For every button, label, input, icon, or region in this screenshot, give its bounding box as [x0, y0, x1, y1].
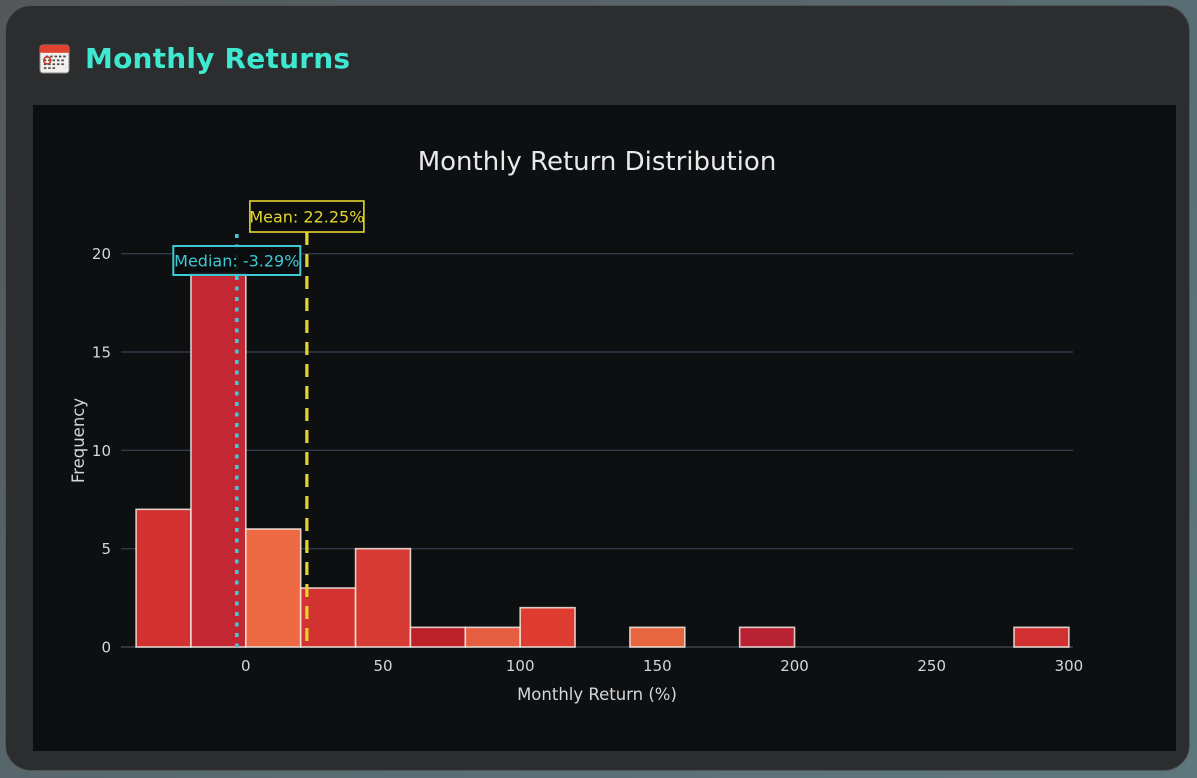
histogram-bar-0-to-20	[245, 528, 302, 648]
y-axis-label: Frequency	[69, 398, 88, 483]
x-tick-label-50: 50	[373, 657, 392, 675]
mean-annotation-label: Mean: 22.25%	[249, 208, 364, 227]
monthly-returns-card: Monthly Returns Monthly Return Distribut…	[5, 5, 1190, 771]
mean-annotation-box	[249, 200, 365, 233]
y-tick-label-5: 5	[101, 540, 111, 558]
histogram-bar-60-to-80	[409, 626, 467, 648]
chart-title: Monthly Return Distribution	[418, 147, 777, 177]
histogram-bar-180-to-200	[738, 626, 796, 648]
histogram-bar-80-to-100	[464, 626, 521, 648]
chart-panel: Monthly Return Distribution 0 5 10 15 20 0 50 10…	[33, 105, 1176, 751]
x-tick-label-250: 250	[917, 657, 946, 675]
y-tick-label-10: 10	[92, 442, 111, 460]
histogram-bar-20-to-40	[299, 587, 357, 648]
y-tick-label-20: 20	[92, 245, 111, 263]
histogram-bar-280-to-300	[1013, 626, 1070, 648]
median-annotation-box	[172, 245, 302, 276]
histogram-bar--40-to--20	[135, 508, 192, 648]
histogram-bar-140-to-160	[629, 626, 686, 648]
y-tick-label-0: 0	[101, 639, 111, 657]
calendar-icon	[39, 43, 70, 74]
histogram-bar-100-to-120	[519, 606, 576, 648]
card-title: Monthly Returns	[85, 42, 351, 75]
median-annotation-label: Median: -3.29%	[174, 252, 299, 271]
x-tick-label-150: 150	[643, 657, 672, 675]
x-tick-label-100: 100	[506, 657, 535, 675]
x-tick-label-300: 300	[1055, 657, 1084, 675]
x-tick-label-0: 0	[241, 657, 251, 675]
x-tick-label-200: 200	[780, 657, 809, 675]
y-tick-label-15: 15	[92, 344, 111, 362]
x-axis-label: Monthly Return (%)	[517, 685, 677, 704]
card-header: Monthly Returns	[39, 42, 350, 75]
histogram-bar-40-to-60	[354, 547, 412, 648]
